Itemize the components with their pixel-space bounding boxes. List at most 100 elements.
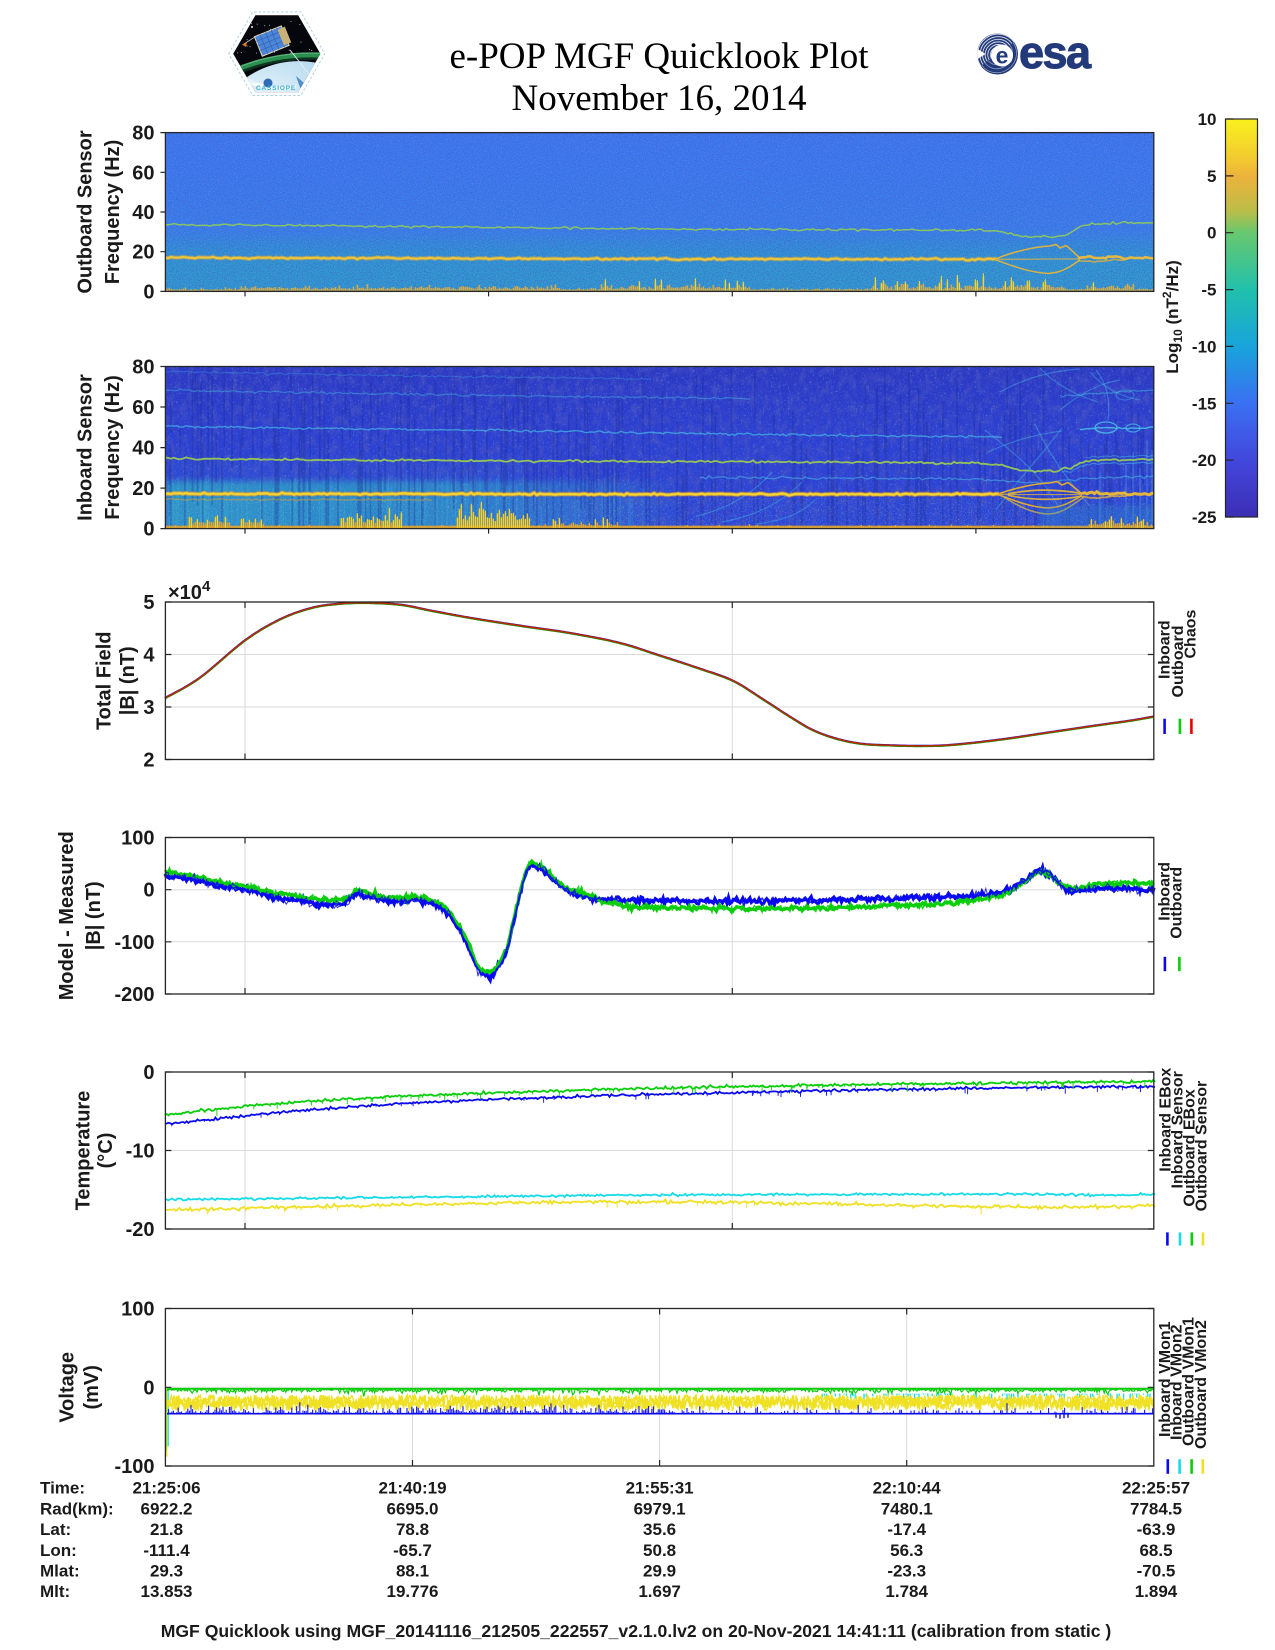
- svg-text:Outboard Sensor: Outboard Sensor: [75, 130, 97, 294]
- svg-text:Lon:: Lon:: [40, 1541, 77, 1560]
- svg-text:CASSIOPE: CASSIOPE: [256, 85, 296, 92]
- svg-text:Frequency (Hz): Frequency (Hz): [102, 375, 124, 519]
- svg-text:-100: -100: [114, 1456, 154, 1478]
- svg-text:-5: -5: [1201, 281, 1216, 300]
- svg-text:0: 0: [143, 1062, 154, 1084]
- svg-text:Model - Measured: Model - Measured: [56, 831, 78, 1000]
- svg-text:Inboard EBox: Inboard EBox: [1158, 1068, 1175, 1172]
- svg-text:-17.4: -17.4: [887, 1520, 926, 1539]
- svg-text:60: 60: [132, 162, 154, 184]
- svg-text:Inboard VMon1: Inboard VMon1: [1157, 1321, 1174, 1437]
- svg-text:|B| (nT): |B| (nT): [117, 646, 139, 715]
- svg-text:-10: -10: [1192, 337, 1217, 356]
- svg-text:-23.3: -23.3: [887, 1562, 926, 1581]
- svg-text:-65.7: -65.7: [393, 1541, 432, 1560]
- svg-text:78.8: 78.8: [396, 1520, 429, 1539]
- svg-text:0: 0: [143, 519, 154, 541]
- svg-text:×104: ×104: [168, 578, 211, 604]
- svg-text:0: 0: [143, 880, 154, 902]
- svg-text:(°C): (°C): [95, 1133, 117, 1169]
- svg-text:3: 3: [143, 697, 154, 719]
- svg-text:6979.1: 6979.1: [634, 1499, 686, 1518]
- svg-text:Voltage: Voltage: [57, 1352, 79, 1423]
- svg-text:1.894: 1.894: [1135, 1582, 1178, 1601]
- svg-text:Outboard: Outboard: [1170, 626, 1187, 698]
- svg-text:-63.9: -63.9: [1137, 1520, 1176, 1539]
- svg-text:68.5: 68.5: [1139, 1541, 1172, 1560]
- svg-text:Outboard VMon2: Outboard VMon2: [1193, 1320, 1210, 1449]
- svg-text:21:25:06: 21:25:06: [132, 1479, 200, 1498]
- svg-text:MGF Quicklook using MGF_201411: MGF Quicklook using MGF_20141116_212505_…: [161, 1621, 1112, 1641]
- svg-text:6922.2: 6922.2: [141, 1499, 193, 1518]
- svg-text:2: 2: [143, 750, 154, 772]
- svg-text:21:55:31: 21:55:31: [626, 1479, 694, 1498]
- svg-text:-25: -25: [1192, 508, 1217, 527]
- svg-text:-200: -200: [114, 984, 154, 1006]
- svg-text:esa: esa: [1019, 27, 1092, 78]
- svg-text:Rad(km):: Rad(km):: [40, 1499, 114, 1518]
- svg-text:21:40:19: 21:40:19: [378, 1479, 446, 1498]
- svg-text:-111.4: -111.4: [143, 1541, 190, 1560]
- svg-text:Mlat:: Mlat:: [40, 1562, 80, 1581]
- svg-text:100: 100: [121, 1299, 154, 1321]
- svg-text:|B| (nT): |B| (nT): [83, 881, 105, 950]
- svg-text:Outboard: Outboard: [1169, 867, 1186, 939]
- svg-text:29.9: 29.9: [643, 1562, 676, 1581]
- svg-text:Outboard Sensor: Outboard Sensor: [1193, 1081, 1210, 1212]
- svg-text:19.776: 19.776: [387, 1582, 439, 1601]
- svg-text:56.3: 56.3: [890, 1541, 923, 1560]
- svg-text:6695.0: 6695.0: [387, 1499, 439, 1518]
- svg-text:7480.1: 7480.1: [881, 1499, 933, 1518]
- svg-text:40: 40: [132, 438, 154, 460]
- svg-text:40: 40: [132, 202, 154, 224]
- svg-text:80: 80: [132, 357, 154, 379]
- svg-text:Inboard: Inboard: [1157, 862, 1174, 921]
- svg-text:-20: -20: [126, 1219, 155, 1241]
- svg-text:1.697: 1.697: [638, 1582, 681, 1601]
- svg-text:7784.5: 7784.5: [1130, 1499, 1182, 1518]
- svg-text:21.8: 21.8: [150, 1520, 183, 1539]
- svg-text:Mlt:: Mlt:: [40, 1582, 70, 1601]
- svg-text:20: 20: [132, 478, 154, 500]
- svg-text:20: 20: [132, 242, 154, 264]
- svg-text:Temperature: Temperature: [73, 1091, 95, 1211]
- svg-text:0: 0: [143, 281, 154, 303]
- svg-text:4: 4: [143, 645, 155, 667]
- svg-text:0: 0: [1207, 224, 1216, 243]
- svg-text:88.1: 88.1: [396, 1562, 429, 1581]
- svg-text:29.3: 29.3: [150, 1562, 183, 1581]
- svg-text:5: 5: [1207, 167, 1216, 186]
- svg-text:-100: -100: [114, 932, 154, 954]
- svg-text:Log10 (nT2/Hz): Log10 (nT2/Hz): [1160, 260, 1185, 374]
- svg-text:Outboard VMon1: Outboard VMon1: [1181, 1317, 1198, 1446]
- svg-text:e: e: [996, 43, 1009, 69]
- svg-text:80: 80: [132, 123, 154, 145]
- svg-text:Inboard: Inboard: [1157, 620, 1174, 679]
- svg-text:Inboard VMon2: Inboard VMon2: [1168, 1324, 1185, 1440]
- svg-text:Frequency (Hz): Frequency (Hz): [102, 140, 124, 284]
- svg-text:November 16, 2014: November 16, 2014: [512, 78, 807, 119]
- svg-text:100: 100: [121, 828, 154, 850]
- svg-text:5: 5: [143, 592, 154, 614]
- svg-text:35.6: 35.6: [643, 1520, 676, 1539]
- svg-text:e-POP MGF Quicklook Plot: e-POP MGF Quicklook Plot: [449, 36, 869, 77]
- svg-text:Total Field: Total Field: [94, 632, 116, 731]
- svg-text:10: 10: [1198, 110, 1217, 129]
- svg-text:-15: -15: [1192, 394, 1217, 413]
- svg-text:Lat:: Lat:: [40, 1520, 71, 1539]
- svg-text:-20: -20: [1192, 451, 1217, 470]
- svg-text:-10: -10: [126, 1141, 155, 1163]
- svg-text:50.8: 50.8: [643, 1541, 676, 1560]
- svg-text:60: 60: [132, 397, 154, 419]
- svg-text:22:25:57: 22:25:57: [1122, 1479, 1190, 1498]
- svg-text:0: 0: [143, 1377, 154, 1399]
- svg-text:Time:: Time:: [40, 1479, 85, 1498]
- svg-text:Outboard EBox: Outboard EBox: [1182, 1089, 1199, 1206]
- svg-text:(mV): (mV): [81, 1365, 103, 1409]
- svg-text:Chaos: Chaos: [1183, 610, 1200, 659]
- svg-text:Inboard Sensor: Inboard Sensor: [75, 374, 97, 521]
- svg-text:22:10:44: 22:10:44: [873, 1479, 942, 1498]
- svg-text:1.784: 1.784: [885, 1582, 928, 1601]
- svg-text:13.853: 13.853: [141, 1582, 193, 1601]
- svg-text:Inboard Sensor: Inboard Sensor: [1169, 1071, 1186, 1188]
